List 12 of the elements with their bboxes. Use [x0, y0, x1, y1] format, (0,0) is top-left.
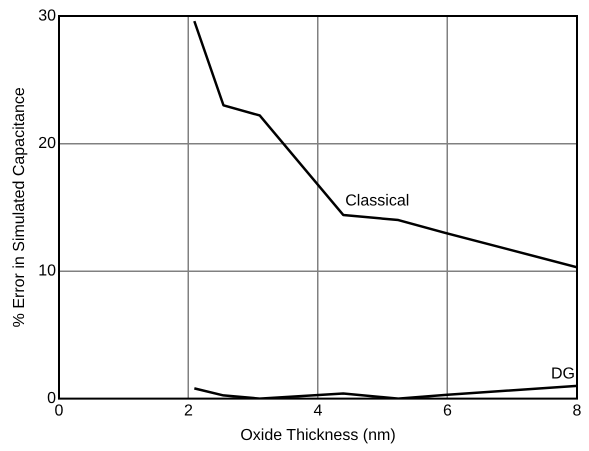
x-axis-title: Oxide Thickness (nm) — [240, 426, 396, 444]
y-axis-title: % Error in Simulated Capacitance — [11, 87, 28, 328]
y-tick-label: 0 — [47, 390, 56, 408]
y-tick-label: 30 — [38, 7, 56, 24]
series-label: DG — [551, 365, 575, 382]
x-tick-label: 8 — [572, 402, 582, 420]
y-tick-label: 20 — [38, 134, 56, 152]
x-tick-label: 2 — [184, 402, 194, 420]
series-label: Classical — [345, 192, 410, 210]
x-tick-label: 4 — [314, 402, 323, 420]
y-tick-label: 10 — [38, 262, 56, 280]
x-tick-label: 6 — [443, 402, 452, 420]
